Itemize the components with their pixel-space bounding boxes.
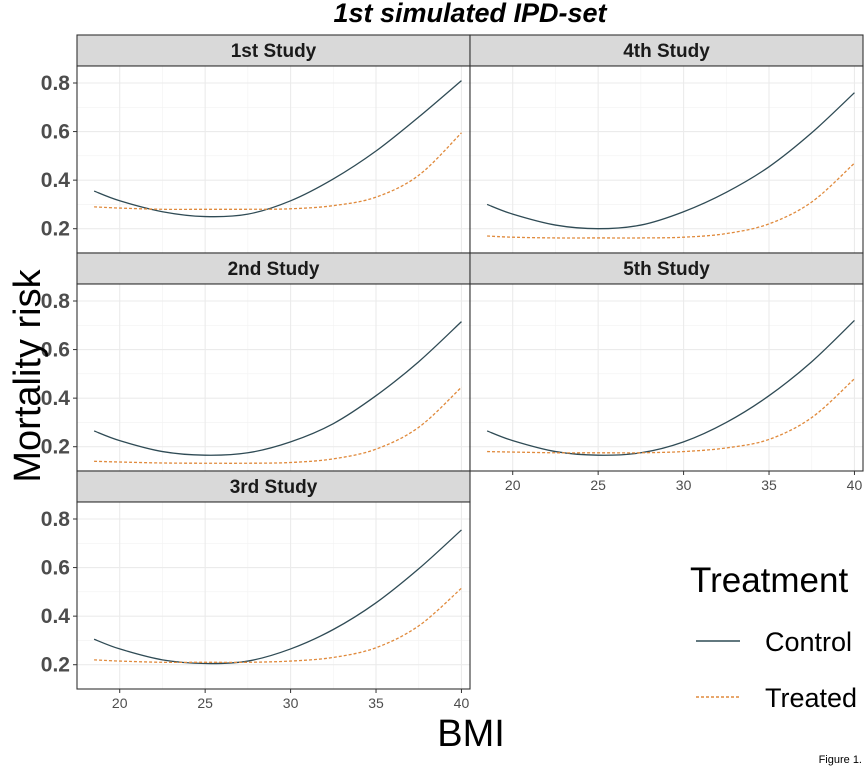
y-tick-label: 0.4 [41, 605, 71, 628]
legend-label-treated: Treated [765, 683, 857, 713]
panel: 3rd Study 0.2 0.4 0.6 0.8 20 25 30 35 40 [41, 470, 471, 711]
x-tick-label: 35 [761, 477, 777, 493]
panel-background [77, 502, 470, 689]
y-axis-title: Mortality risk [7, 268, 49, 482]
x-tick-label: 20 [112, 695, 128, 711]
x-tick-label: 30 [283, 695, 299, 711]
panel-border [76, 501, 471, 690]
figure-caption: Figure 1. [819, 754, 862, 766]
panel-strip-label: 2nd Study [228, 259, 320, 280]
panel-background [470, 66, 863, 253]
x-axis-title: BMI [437, 713, 505, 755]
legend-title: Treatment [690, 561, 848, 600]
y-tick-label: 0.8 [41, 508, 71, 531]
x-tick-label: 35 [368, 695, 384, 711]
panel-strip [469, 252, 864, 285]
series-line-treated [94, 587, 462, 664]
panel-strip-label: 1st Study [231, 41, 317, 62]
series-line-treated [94, 132, 462, 211]
panel: 2nd Study 0.2 0.4 0.6 0.8 [41, 252, 471, 472]
legend: Treatment Control Treated [690, 561, 857, 713]
x-tick-label: 20 [505, 477, 521, 493]
y-tick-label: 0.8 [41, 72, 71, 95]
x-tick-label: 25 [590, 477, 606, 493]
series-line-treated [94, 386, 462, 464]
panel-strip [76, 252, 471, 285]
panel-strip-label: 4th Study [623, 41, 710, 62]
panel-background [77, 284, 470, 471]
panel-background [77, 66, 470, 253]
y-tick-label: 0.2 [41, 436, 70, 459]
y-tick-label: 0.2 [41, 654, 70, 677]
panel-strip-label: 5th Study [623, 259, 710, 280]
x-tick-label: 40 [847, 477, 863, 493]
panel-strip [469, 34, 864, 67]
y-tick-label: 0.6 [41, 339, 70, 362]
y-tick-label: 0.2 [41, 218, 70, 241]
series-line-control [93, 321, 462, 456]
series-line-control [486, 92, 855, 230]
panel: 1st Study 0.2 0.4 0.6 0.8 [41, 34, 471, 254]
y-tick-label: 0.6 [41, 121, 70, 144]
y-tick-label: 0.8 [41, 290, 71, 313]
y-tick-label: 0.4 [41, 387, 71, 410]
x-tick-label: 30 [676, 477, 692, 493]
series-line-control [486, 319, 855, 456]
y-tick-label: 0.4 [41, 169, 71, 192]
legend-label-control: Control [765, 627, 852, 657]
x-tick-label: 40 [454, 695, 470, 711]
panel-strip [76, 34, 471, 67]
x-tick-label: 25 [197, 695, 213, 711]
y-tick-label: 0.6 [41, 557, 70, 580]
panels-layer: 1st Study 0.2 0.4 0.6 0.8 4th Study 2nd Study 0… [41, 34, 864, 711]
chart-title: 1st simulated IPD-set [333, 0, 607, 28]
panel: 4th Study [469, 34, 864, 254]
series-line-treated [487, 378, 855, 454]
panel-strip [76, 470, 471, 503]
panel-border [469, 283, 864, 472]
panel: 5th Study 20 25 30 35 40 [469, 252, 864, 493]
panel-background [470, 284, 863, 471]
series-line-treated [487, 162, 855, 239]
series-line-control [93, 529, 462, 665]
panel-strip-label: 3rd Study [230, 477, 318, 498]
